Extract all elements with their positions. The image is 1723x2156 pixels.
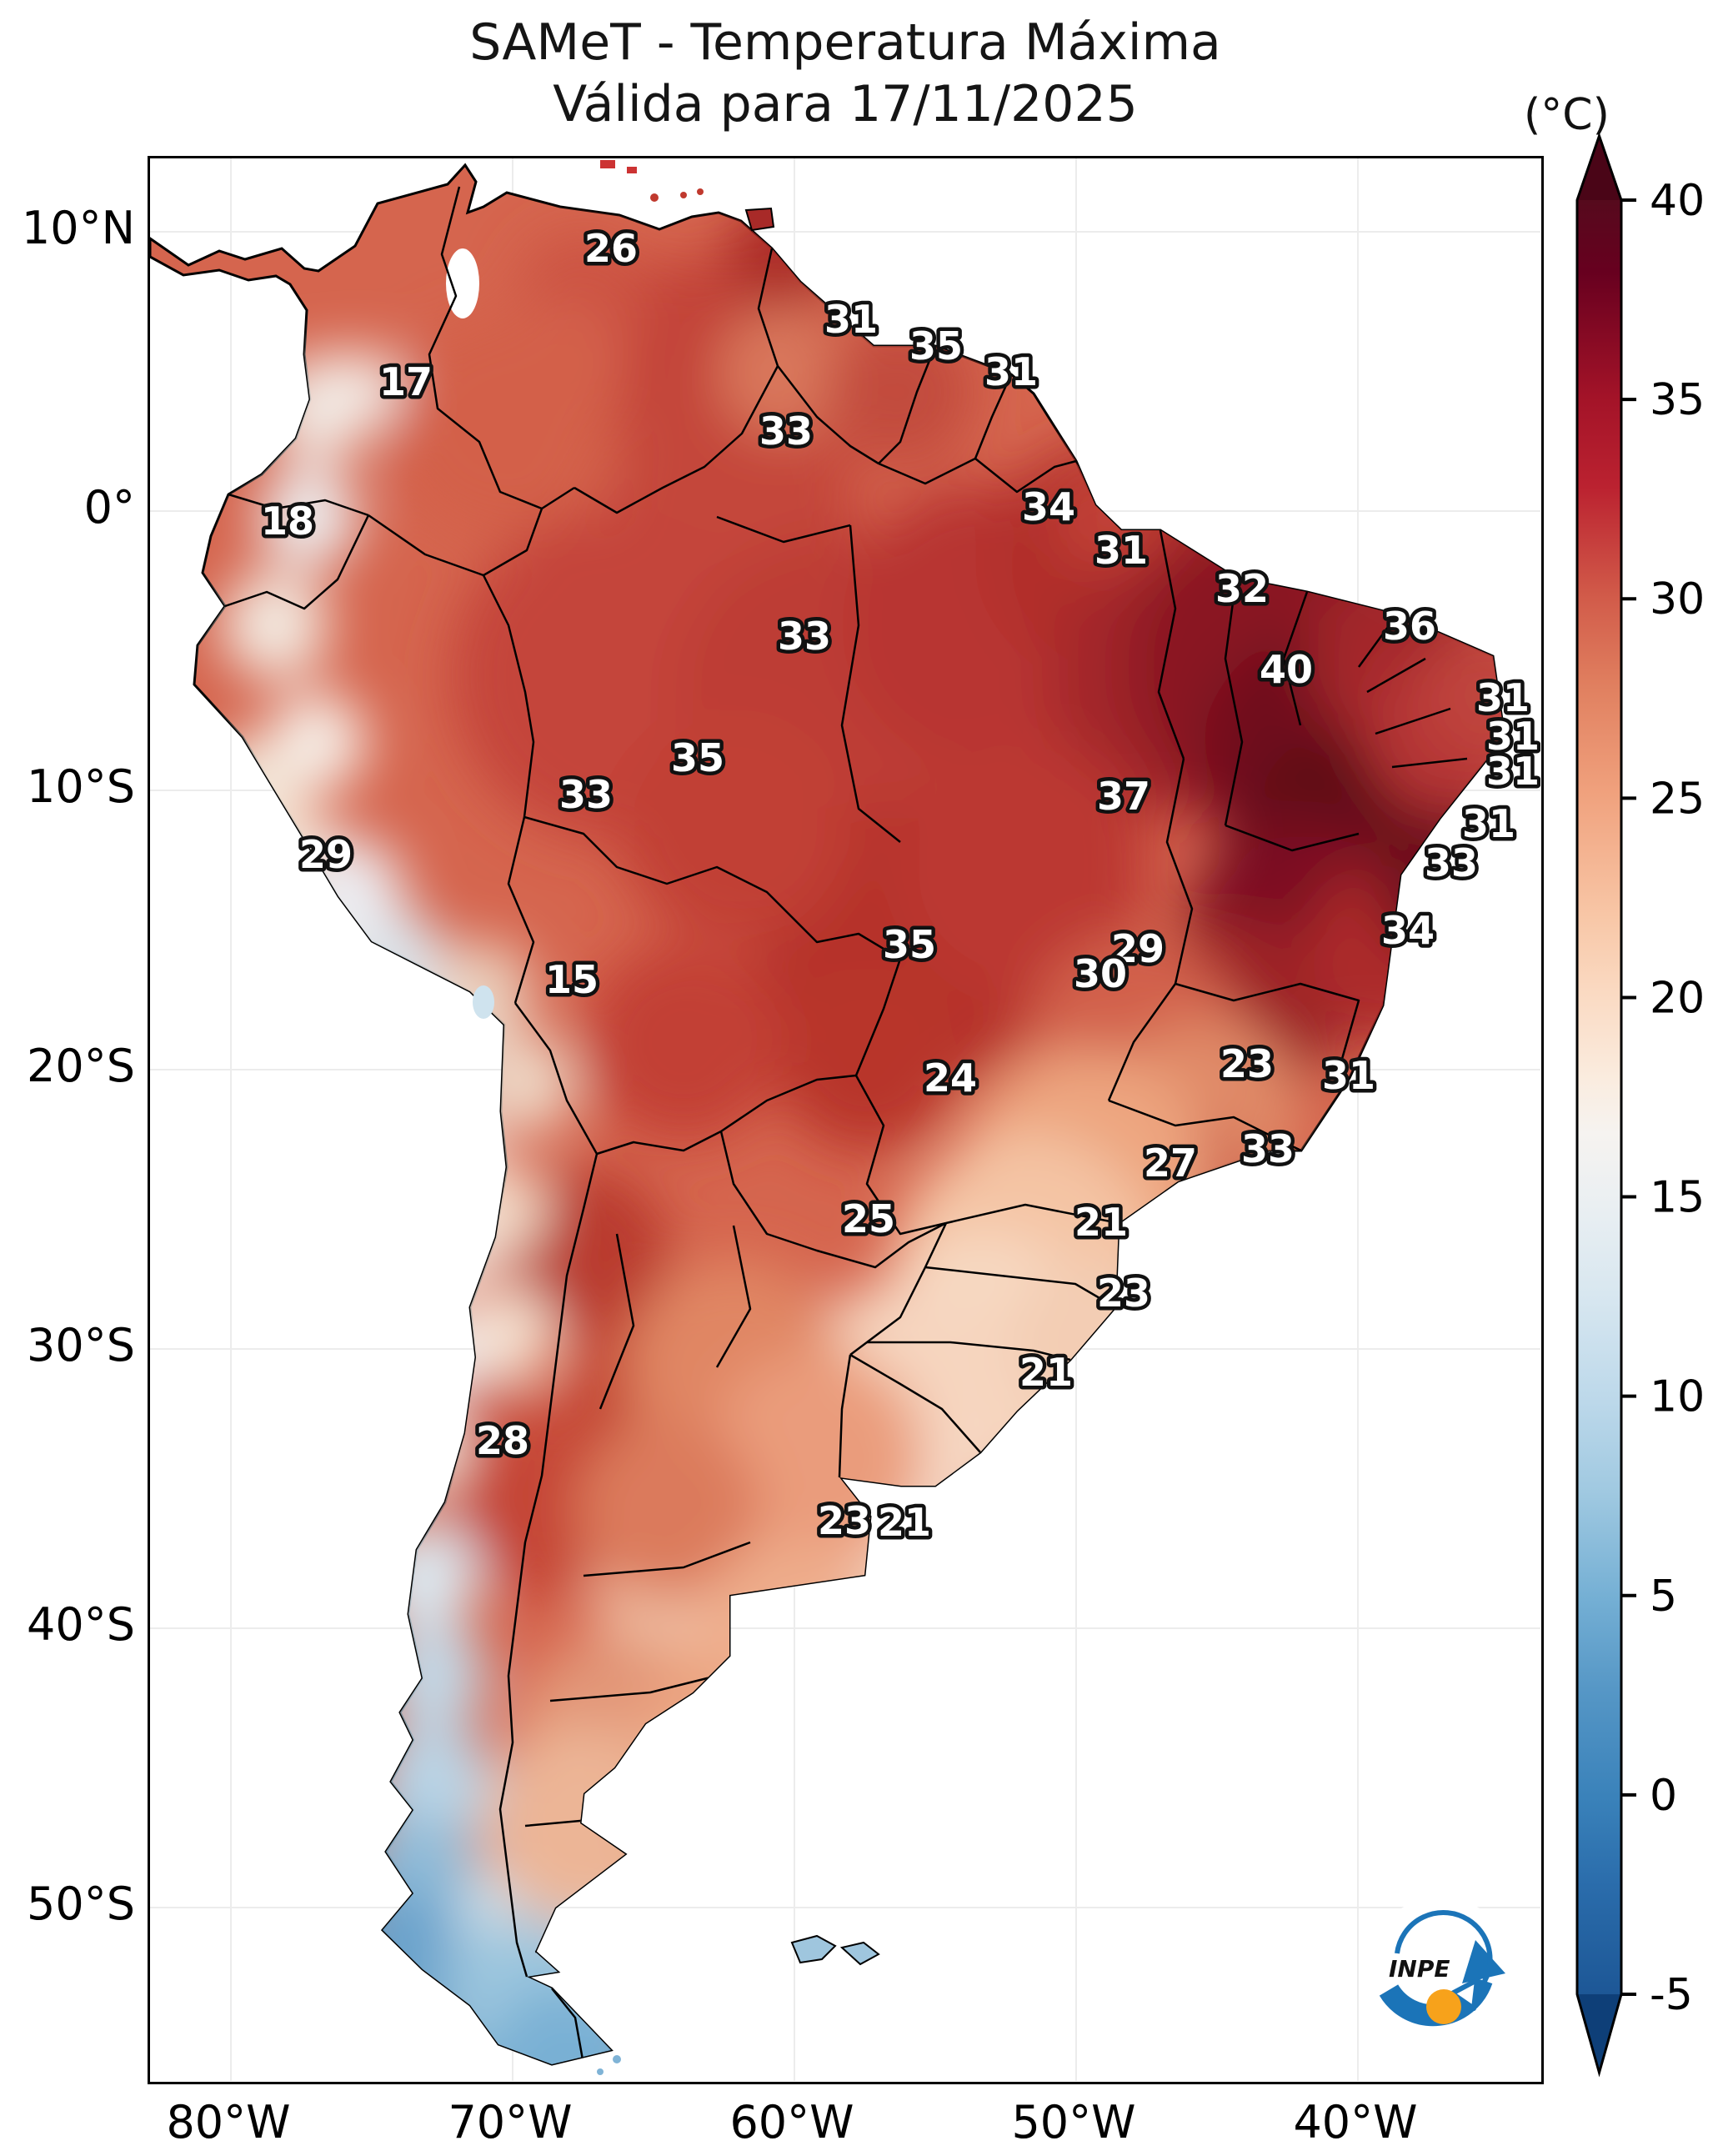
temperature-value-label: 17	[379, 359, 433, 404]
temperature-value-label: 31	[984, 349, 1038, 394]
colorbar-gradient-bar	[1577, 200, 1621, 1994]
temperature-value-label: 33	[1425, 840, 1478, 885]
colorbar-tick-label: 10	[1650, 1372, 1705, 1422]
inpe-logo-orange-dot	[1426, 1989, 1461, 2024]
temperature-value-label: 21	[1019, 1350, 1073, 1395]
temperature-value-label: 31	[1094, 528, 1148, 573]
colorbar-tick-label: 15	[1650, 1173, 1705, 1223]
title-line-1: SAMeT - Temperatura Máxima	[469, 13, 1221, 72]
title-line-2: Válida para 17/11/2025	[553, 75, 1138, 133]
inpe-logo-thin-arc	[1395, 1910, 1493, 2001]
temperature-value-label: 21	[878, 1500, 931, 1545]
colorbar-unit-label: (°C)	[1524, 90, 1610, 140]
temperature-value-label: 34	[1381, 908, 1435, 953]
latitude-tick-label: 10°S	[27, 760, 135, 813]
temperature-value-label: 31	[1486, 749, 1540, 794]
temperature-value-label: 23	[1220, 1041, 1274, 1086]
temperature-value-label: 35	[883, 922, 936, 967]
political-borders	[224, 186, 1468, 2064]
temperature-value-label: 27	[1144, 1141, 1197, 1186]
temperature-value-label: 34	[1022, 484, 1075, 529]
temperature-value-label: 35	[671, 735, 724, 780]
temperature-value-label: 31	[1486, 714, 1540, 759]
islands	[597, 160, 880, 2075]
colorbar-bottom-arrow	[1577, 1994, 1621, 2073]
temperature-value-label: 29	[1111, 926, 1165, 971]
temperature-value-label: 35	[909, 323, 963, 369]
temperature-value-label: 31	[1476, 675, 1530, 720]
temperature-value-label: 18	[261, 499, 314, 544]
colorbar-tick-label: -5	[1650, 1970, 1693, 2020]
colorbar-tick-label: 40	[1650, 176, 1705, 226]
longitude-tick-label: 40°W	[1293, 2096, 1418, 2148]
latitude-tick-label: 40°S	[27, 1598, 135, 1651]
latitude-tick-label: 20°S	[27, 1040, 135, 1092]
latitude-tick-label: 0°	[83, 481, 135, 534]
temperature-value-label: 32	[1215, 566, 1269, 611]
colorbar-svg: 40 35 30 25 20 15 10 5 0 -5	[1575, 132, 1705, 2078]
inpe-logo-text: INPE	[1389, 1955, 1450, 1983]
temperature-value-label: 33	[759, 409, 813, 454]
colorbar-tick-label: 20	[1650, 973, 1705, 1023]
colorbar-top-arrow	[1577, 136, 1621, 200]
latitude-tick-label: 30°S	[27, 1319, 135, 1371]
temperature-value-label: 28	[476, 1418, 529, 1463]
temperature-value-label: 21	[1074, 1200, 1128, 1245]
temperature-value-label: 40	[1260, 647, 1313, 692]
longitude-tick-label: 60°W	[729, 2096, 854, 2148]
colorbar-tick-label: 0	[1650, 1771, 1677, 1821]
temperature-value-label: 26	[584, 226, 638, 271]
temperature-value-label: 15	[545, 957, 599, 1002]
temperature-value-label: 23	[818, 1498, 871, 1543]
temperature-value-label: 33	[559, 772, 613, 817]
temperature-value-label: 24	[924, 1055, 977, 1101]
colorbar-ticks: 40 35 30 25 20 15 10 5 0 -5	[1621, 176, 1705, 2020]
longitude-tick-label: 50°W	[1011, 2096, 1136, 2148]
temperature-value-label: 31	[824, 297, 878, 342]
colorbar-tick-label: 35	[1650, 375, 1705, 425]
inpe-logo-arrowhead	[1462, 1940, 1505, 1983]
page-title: SAMeT - Temperatura Máxima Válida para 1…	[0, 12, 1690, 135]
latitude-tick-label: 10°N	[21, 202, 135, 254]
colorbar: 40 35 30 25 20 15 10 5 0 -5	[1563, 117, 1723, 2118]
inpe-logo-open-arrowhead	[1450, 1978, 1480, 2011]
temperature-value-label: 33	[778, 614, 831, 659]
temperature-value-label: 33	[1241, 1126, 1295, 1171]
longitude-tick-label: 80°W	[166, 2096, 291, 2148]
latitude-tick-label: 50°S	[27, 1878, 135, 1930]
temperature-value-label: 30	[1074, 951, 1127, 996]
temperature-value-label: 31	[1322, 1053, 1375, 1098]
colorbar-tick-label: 30	[1650, 574, 1705, 624]
temperature-value-label: 25	[842, 1196, 895, 1241]
longitude-tick-label: 70°W	[448, 2096, 573, 2148]
temperature-value-label: 29	[299, 832, 353, 877]
temperature-value-label: 36	[1383, 604, 1436, 649]
inpe-logo: INPE	[1369, 1897, 1512, 2040]
temperature-value-label: 23	[1097, 1271, 1150, 1316]
map-plot-area: 26 31 35 31 17 33 18 34 31 32 33 36 40 31 31 31 35 33 31 37…	[148, 156, 1544, 2084]
temperature-value-label: 31	[1462, 801, 1515, 846]
colorbar-tick-label: 25	[1650, 774, 1705, 824]
colorbar-tick-label: 5	[1650, 1572, 1677, 1622]
temperature-value-label: 37	[1097, 774, 1150, 819]
